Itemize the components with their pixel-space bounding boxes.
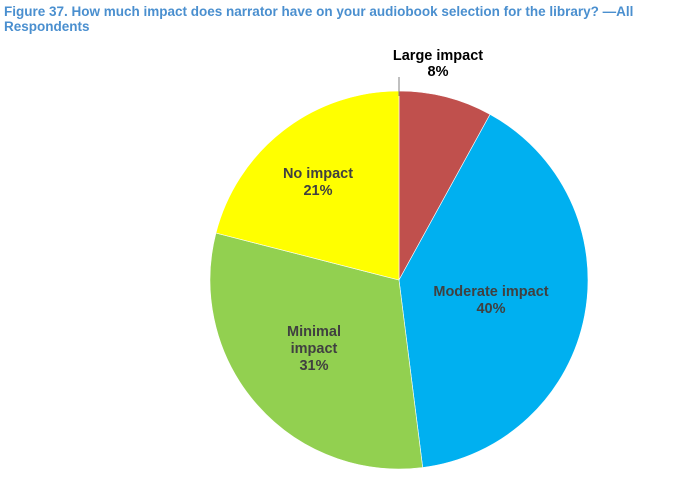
pie-slice-no-impact — [215, 90, 400, 281]
slice-category-label: impact — [291, 341, 338, 357]
slice-value-label: 21% — [303, 183, 332, 199]
slice-value-label: 8% — [428, 64, 449, 80]
slice-value-label: 40% — [476, 301, 505, 317]
figure-title: Figure 37. How much impact does narrator… — [4, 4, 634, 34]
slice-category-label: Moderate impact — [433, 284, 548, 300]
slice-category-label: Large impact — [393, 48, 483, 64]
pie-slice-large-impact — [398, 90, 491, 281]
pie-slices — [209, 90, 589, 470]
slice-value-label: 31% — [299, 358, 328, 374]
slice-category-label: Minimal — [287, 324, 341, 340]
slice-label-minimal-impact: Minimal impact 31% — [287, 324, 341, 374]
pie-slice-minimal-impact — [209, 232, 424, 470]
slice-category-label: No impact — [283, 166, 353, 182]
pie-slice-moderate-impact — [398, 113, 589, 468]
slice-label-moderate-impact: Moderate impact 40% — [433, 284, 548, 317]
slice-labels: Large impact 8% Moderate impact 40% Minimal i… — [283, 48, 549, 374]
slice-label-large-impact: Large impact 8% — [393, 48, 483, 80]
slice-label-no-impact: No impact 21% — [283, 166, 353, 199]
